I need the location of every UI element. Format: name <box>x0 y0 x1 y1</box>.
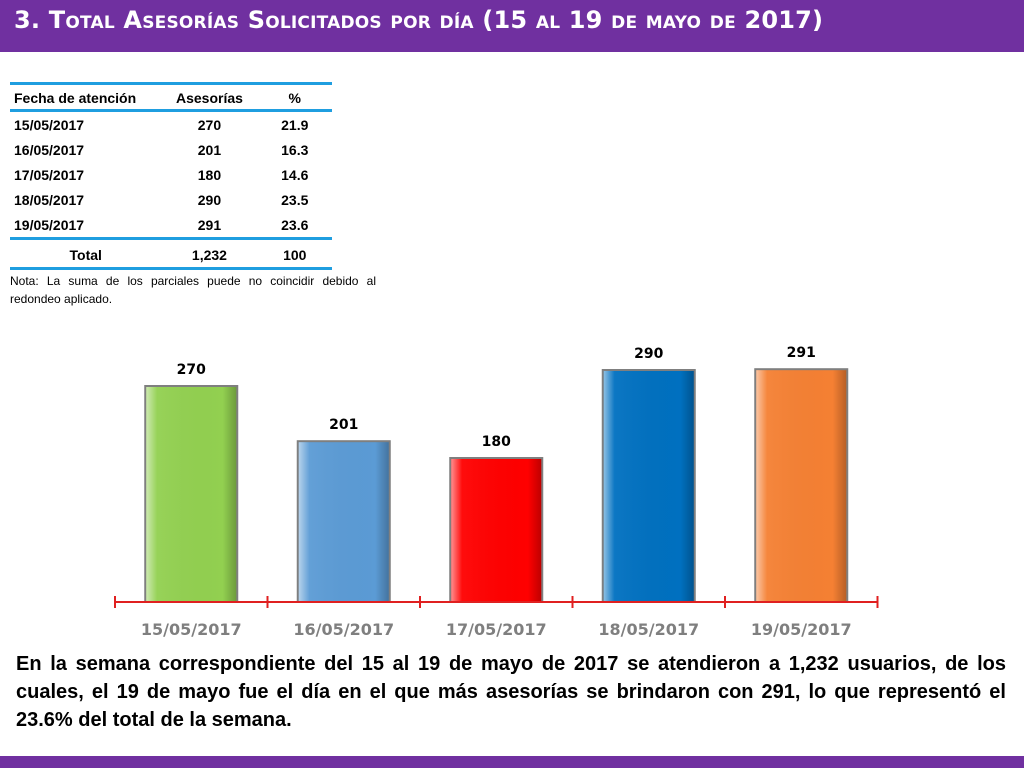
cell-date: 17/05/2017 <box>14 167 85 183</box>
cell-percent: 14.6 <box>281 167 309 183</box>
summary-paragraph: En la semana correspondiente del 15 al 1… <box>16 653 1006 731</box>
table-row: 18/05/2017 290 23.5 <box>10 187 332 212</box>
column-header-percent: % <box>257 82 332 112</box>
total-percent: 100 <box>257 238 332 270</box>
data-table-container: Fecha de atención Asesorías % 15/05/2017… <box>10 82 332 270</box>
x-tick-label: 18/05/2017 <box>598 620 699 639</box>
bar-shading <box>756 370 847 601</box>
data-table: Fecha de atención Asesorías % 15/05/2017… <box>10 82 332 270</box>
table-header-row: Fecha de atención Asesorías % <box>10 82 332 112</box>
title-bar: 3. Total Asesorías Solicitados por día (… <box>0 0 1024 52</box>
column-header-count: Asesorías <box>161 82 258 112</box>
x-tick-label: 19/05/2017 <box>751 620 852 639</box>
data-label: 290 <box>634 346 663 362</box>
table-row: 19/05/2017 291 23.6 <box>10 212 332 240</box>
bottom-bar <box>0 756 1024 768</box>
cell-date: 19/05/2017 <box>10 212 162 240</box>
bar-chart: 270 15/05/2017 201 16/05/2017 180 17/05/2017 2… <box>114 345 879 639</box>
cell-count: 291 <box>161 212 258 240</box>
cell-percent: 23.5 <box>281 192 309 208</box>
page-title: 3. Total Asesorías Solicitados por día (… <box>14 6 824 34</box>
cell-date: 15/05/2017 <box>14 117 85 133</box>
table-row: 17/05/2017 180 14.6 <box>10 162 332 187</box>
x-tick-label: 16/05/2017 <box>293 620 394 639</box>
x-tick-label: 17/05/2017 <box>446 620 547 639</box>
cell-count: 270 <box>197 117 222 133</box>
bar-shading <box>451 459 542 601</box>
table-total-row: Total 1,232 100 <box>10 238 332 270</box>
data-label: 180 <box>482 434 511 450</box>
cell-percent: 16.3 <box>281 142 309 158</box>
cell-count: 201 <box>197 142 222 158</box>
data-label: 201 <box>329 417 358 433</box>
bar-shading <box>146 387 237 601</box>
cell-percent: 21.9 <box>281 117 309 133</box>
cell-date: 16/05/2017 <box>14 142 85 158</box>
cell-percent: 23.6 <box>257 212 332 240</box>
cell-count: 290 <box>197 192 222 208</box>
data-label: 270 <box>177 362 206 378</box>
table-row: 15/05/2017 270 21.9 <box>10 111 332 138</box>
bar-shading <box>603 371 694 601</box>
cell-date: 18/05/2017 <box>14 192 85 208</box>
x-tick-label: 15/05/2017 <box>141 620 242 639</box>
table-row: 16/05/2017 201 16.3 <box>10 137 332 162</box>
cell-count: 180 <box>197 167 222 183</box>
total-label: Total <box>10 238 162 270</box>
bar-shading <box>298 442 389 601</box>
footnote: Nota: La suma de los parciales puede no … <box>10 274 376 306</box>
column-header-date: Fecha de atención <box>10 82 162 112</box>
total-count: 1,232 <box>161 238 258 270</box>
data-label: 291 <box>787 345 816 361</box>
